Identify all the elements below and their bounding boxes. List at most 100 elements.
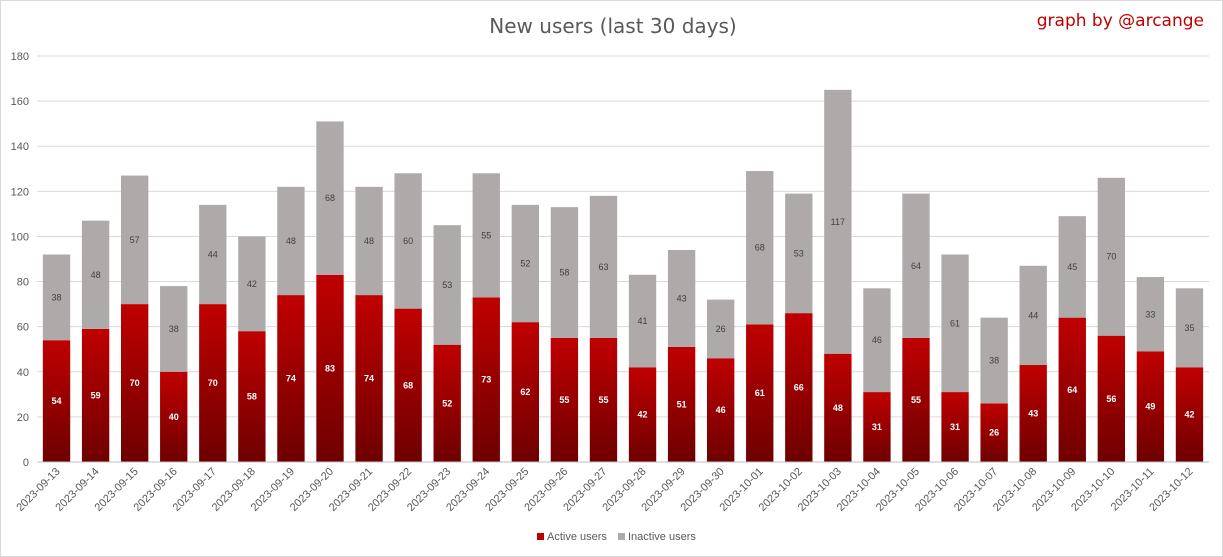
data-label-active: 49 xyxy=(1145,402,1155,412)
bar-active-users xyxy=(628,367,657,462)
bar-inactive-users xyxy=(1175,288,1204,368)
bar-inactive-users xyxy=(81,220,110,329)
bar-active-users xyxy=(980,403,1008,462)
data-label-active: 61 xyxy=(755,388,765,398)
data-label-inactive: 52 xyxy=(520,259,530,269)
data-label-active: 31 xyxy=(872,422,882,432)
watermark-text: graph by @arcange xyxy=(1037,11,1204,31)
bar-active-users xyxy=(316,274,344,462)
data-label-inactive: 26 xyxy=(716,324,726,334)
bar-inactive-users xyxy=(199,204,227,305)
data-label-inactive: 53 xyxy=(794,248,804,258)
bar-inactive-users xyxy=(277,186,305,296)
data-label-active: 74 xyxy=(286,374,296,384)
bar-active-users xyxy=(472,297,500,462)
bar-active-users xyxy=(42,340,71,462)
bar-inactive-users xyxy=(1019,265,1047,366)
data-label-inactive: 46 xyxy=(872,335,882,345)
bar-active-users xyxy=(706,358,735,462)
data-label-active: 64 xyxy=(1067,385,1077,395)
data-label-active: 31 xyxy=(950,422,960,432)
bars: 54 38 59 48 70 57 40 38 70 44 58 42 74 48 83 68 74 48 68 60… xyxy=(42,89,1204,462)
bar-inactive-users xyxy=(746,171,774,325)
data-label-active: 46 xyxy=(716,405,726,415)
bar-inactive-users xyxy=(785,193,813,314)
y-tick-label: 80 xyxy=(17,277,29,289)
data-label-inactive: 42 xyxy=(247,279,257,289)
bar-inactive-users xyxy=(394,173,422,309)
bar-active-users xyxy=(1019,365,1047,462)
data-label-active: 56 xyxy=(1106,394,1116,404)
y-tick-label: 60 xyxy=(17,322,29,334)
bar-inactive-users xyxy=(902,193,930,338)
bar-active-users xyxy=(1175,367,1204,462)
bar-active-users xyxy=(238,331,266,462)
y-tick-label: 20 xyxy=(17,412,29,424)
bar-inactive-users xyxy=(355,186,383,296)
data-label-active: 58 xyxy=(247,392,257,402)
data-label-inactive: 48 xyxy=(91,270,101,280)
legend: Active users Inactive users xyxy=(537,531,696,543)
bar-inactive-users xyxy=(1058,216,1086,318)
data-label-inactive: 43 xyxy=(677,293,687,303)
data-label-inactive: 41 xyxy=(638,316,648,326)
data-label-inactive: 68 xyxy=(755,243,765,253)
data-label-inactive: 48 xyxy=(364,236,374,246)
data-label-inactive: 70 xyxy=(1106,252,1116,262)
bar-active-users xyxy=(824,353,852,462)
data-label-active: 70 xyxy=(208,378,218,388)
data-label-inactive: 33 xyxy=(1145,309,1155,319)
data-label-inactive: 38 xyxy=(169,324,179,334)
bar-active-users xyxy=(863,392,891,462)
bar-inactive-users xyxy=(1097,177,1126,336)
data-label-inactive: 68 xyxy=(325,193,335,203)
bar-inactive-users xyxy=(433,225,461,345)
data-label-active: 48 xyxy=(833,403,843,413)
bar-active-users xyxy=(785,313,813,462)
bar-inactive-users xyxy=(863,288,891,393)
legend-label: Active users xyxy=(547,531,607,543)
data-label-inactive: 45 xyxy=(1067,262,1077,272)
bar-active-users xyxy=(1097,335,1126,462)
bar-inactive-users xyxy=(1136,277,1165,352)
data-label-active: 26 xyxy=(989,428,999,438)
data-label-inactive: 53 xyxy=(442,280,452,290)
data-label-active: 51 xyxy=(677,399,687,409)
data-label-active: 74 xyxy=(364,374,374,384)
legend-swatch xyxy=(537,533,544,540)
legend-label: Inactive users xyxy=(628,531,696,543)
bar-active-users xyxy=(1058,317,1086,462)
data-label-inactive: 38 xyxy=(52,292,62,302)
bar-inactive-users xyxy=(667,249,696,347)
y-tick-label: 160 xyxy=(11,96,29,108)
bar-inactive-users xyxy=(824,89,852,354)
y-tick-label: 40 xyxy=(17,367,29,379)
bar-active-users xyxy=(120,304,149,462)
data-label-active: 43 xyxy=(1028,409,1038,419)
bar-inactive-users xyxy=(120,175,149,305)
bar-active-users xyxy=(589,337,618,462)
data-label-active: 42 xyxy=(1184,410,1194,420)
data-label-inactive: 44 xyxy=(208,249,218,259)
y-tick-label: 180 xyxy=(11,51,29,63)
data-label-inactive: 55 xyxy=(481,230,491,240)
bar-inactive-users xyxy=(941,254,969,393)
data-label-inactive: 58 xyxy=(559,268,569,278)
data-label-active: 55 xyxy=(559,395,569,405)
data-label-active: 55 xyxy=(911,395,921,405)
legend-swatch xyxy=(618,533,625,540)
bar-inactive-users xyxy=(316,121,344,275)
data-label-inactive: 44 xyxy=(1028,310,1038,320)
bar-active-users xyxy=(433,344,461,462)
bar-inactive-users xyxy=(42,254,71,341)
bar-active-users xyxy=(277,295,305,462)
data-label-active: 62 xyxy=(520,387,530,397)
data-label-active: 70 xyxy=(130,378,140,388)
bar-active-users xyxy=(1136,351,1165,462)
bar-inactive-users xyxy=(472,173,500,298)
y-tick-label: 100 xyxy=(11,231,29,243)
bar-inactive-users xyxy=(589,195,618,338)
bar-active-users xyxy=(81,328,110,462)
bar-inactive-users xyxy=(160,286,188,372)
